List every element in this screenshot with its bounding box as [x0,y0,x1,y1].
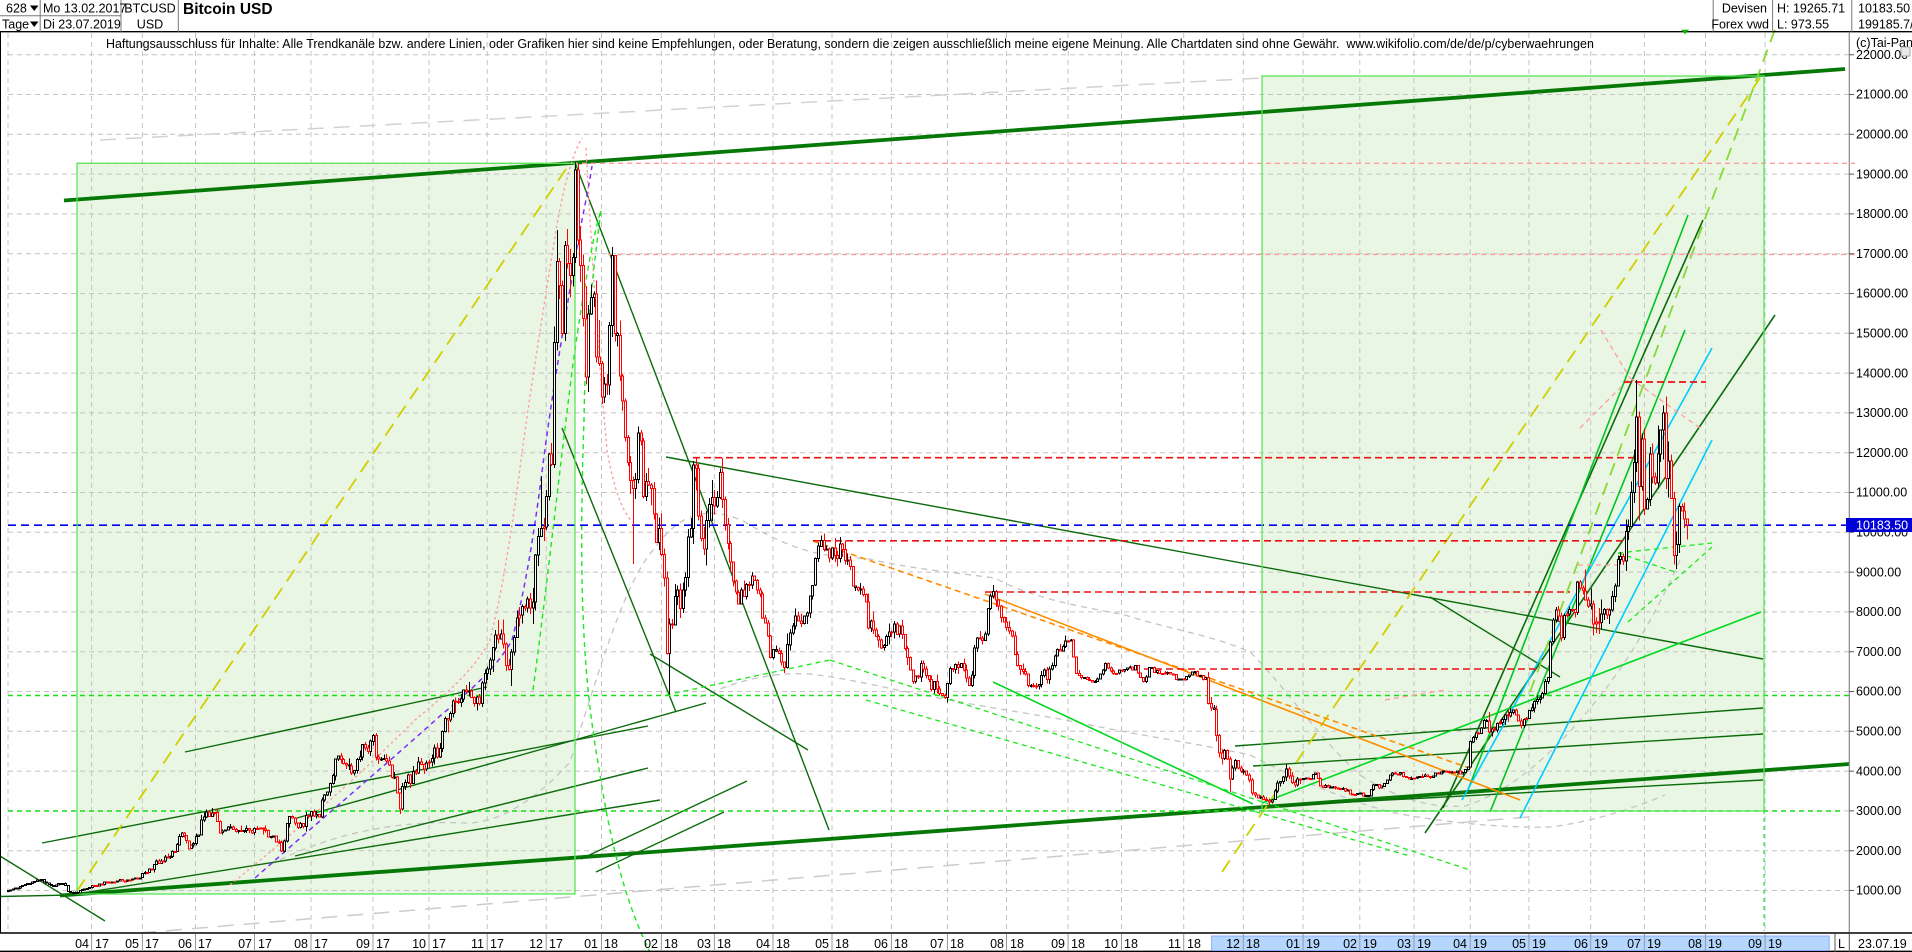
svg-text:17: 17 [432,937,446,951]
svg-text:09: 09 [1051,937,1065,951]
svg-text:23.07.19: 23.07.19 [1858,937,1907,951]
svg-text:08: 08 [1688,937,1702,951]
svg-text:17: 17 [198,937,212,951]
svg-text:06: 06 [1574,937,1588,951]
svg-text:16000.00: 16000.00 [1856,287,1908,301]
svg-text:13000.00: 13000.00 [1856,406,1908,420]
svg-text:6000.00: 6000.00 [1856,685,1901,699]
svg-text:11: 11 [1168,937,1181,951]
svg-text:1000.00: 1000.00 [1856,884,1901,898]
svg-text:Mo 13.02.2017: Mo 13.02.2017 [43,2,126,16]
svg-text:10: 10 [412,937,426,951]
svg-text:06: 06 [874,937,888,951]
svg-text:Haftungsausschluss für Inhalte: Haftungsausschluss für Inhalte: Alle Tre… [106,37,1594,51]
svg-text:12: 12 [529,937,543,951]
svg-text:USD: USD [137,18,163,32]
svg-text:18: 18 [1246,937,1260,951]
svg-text:02: 02 [1343,937,1357,951]
svg-text:04: 04 [756,937,770,951]
svg-text:17000.00: 17000.00 [1856,247,1908,261]
svg-text:08: 08 [990,937,1004,951]
svg-text:18: 18 [1010,937,1024,951]
svg-text:19: 19 [1708,937,1722,951]
svg-text:07: 07 [238,937,252,951]
svg-text:03: 03 [1397,937,1411,951]
svg-text:05: 05 [125,937,139,951]
svg-text:Di 23.07.2019: Di 23.07.2019 [43,18,121,32]
svg-text:17: 17 [490,937,504,951]
svg-text:18: 18 [717,937,731,951]
svg-text:18: 18 [664,937,678,951]
svg-text:12: 12 [1226,937,1240,951]
svg-text:18: 18 [950,937,964,951]
svg-text:05: 05 [1512,937,1526,951]
svg-text:17: 17 [95,937,109,951]
svg-text:19: 19 [1417,937,1431,951]
svg-text:2000.00: 2000.00 [1856,844,1901,858]
svg-text:06: 06 [178,937,192,951]
svg-text:19: 19 [1473,937,1487,951]
svg-text:18000.00: 18000.00 [1856,207,1908,221]
svg-text:7000.00: 7000.00 [1856,645,1901,659]
svg-text:BTCUSD: BTCUSD [124,2,175,16]
svg-text:07: 07 [930,937,944,951]
svg-text:17: 17 [549,937,563,951]
svg-text:11000.00: 11000.00 [1856,486,1907,500]
svg-text:19: 19 [1768,937,1782,951]
svg-text:08: 08 [294,937,308,951]
svg-text:18: 18 [835,937,849,951]
svg-text:01: 01 [584,937,598,951]
svg-text:5000.00: 5000.00 [1856,725,1901,739]
svg-text:09: 09 [1748,937,1762,951]
svg-text:8000.00: 8000.00 [1856,605,1901,619]
svg-text:4000.00: 4000.00 [1856,764,1901,778]
svg-text:18: 18 [604,937,618,951]
svg-text:18: 18 [1071,937,1085,951]
svg-text:11: 11 [471,937,484,951]
svg-text:Tage: Tage [2,18,29,32]
svg-text:03: 03 [697,937,711,951]
svg-text:10183.50: 10183.50 [1856,519,1908,533]
svg-text:14000.00: 14000.00 [1856,366,1908,380]
svg-text:Forex vwd: Forex vwd [1711,18,1769,32]
svg-text:L: L [1838,937,1845,951]
svg-text:20000.00: 20000.00 [1856,128,1908,142]
svg-text:18: 18 [894,937,908,951]
svg-text:22000.00: 22000.00 [1856,48,1908,62]
svg-text:18: 18 [1187,937,1201,951]
svg-text:04: 04 [75,937,89,951]
svg-text:3000.00: 3000.00 [1856,804,1901,818]
svg-text:10: 10 [1104,937,1118,951]
svg-text:05: 05 [815,937,829,951]
svg-text:17: 17 [376,937,390,951]
svg-text:21000.00: 21000.00 [1856,88,1908,102]
svg-text:9000.00: 9000.00 [1856,565,1901,579]
svg-text:199185.7/: 199185.7/ [1858,18,1912,32]
svg-text:07: 07 [1627,937,1641,951]
svg-text:17: 17 [145,937,159,951]
svg-text:19: 19 [1594,937,1608,951]
svg-text:17: 17 [258,937,272,951]
svg-text:17: 17 [314,937,328,951]
svg-text:19: 19 [1532,937,1546,951]
svg-text:628: 628 [6,2,27,16]
svg-text:04: 04 [1453,937,1467,951]
svg-text:19000.00: 19000.00 [1856,167,1908,181]
svg-text:12000.00: 12000.00 [1856,446,1908,460]
svg-text:19: 19 [1363,937,1377,951]
svg-text:Devisen: Devisen [1722,2,1767,16]
svg-text:02: 02 [644,937,658,951]
svg-text:L: 973.55: L: 973.55 [1777,18,1829,32]
svg-text:19: 19 [1306,937,1320,951]
svg-text:(c)Tai-Pan: (c)Tai-Pan [1856,36,1912,50]
svg-text:09: 09 [356,937,370,951]
svg-text:18: 18 [1124,937,1138,951]
svg-text:Bitcoin USD: Bitcoin USD [183,1,273,18]
svg-text:15000.00: 15000.00 [1856,327,1908,341]
svg-text:18: 18 [776,937,790,951]
svg-text:H: 19265.71: H: 19265.71 [1777,2,1845,16]
svg-text:01: 01 [1286,937,1300,951]
svg-text:19: 19 [1647,937,1661,951]
svg-text:10183.50: 10183.50 [1858,2,1910,16]
